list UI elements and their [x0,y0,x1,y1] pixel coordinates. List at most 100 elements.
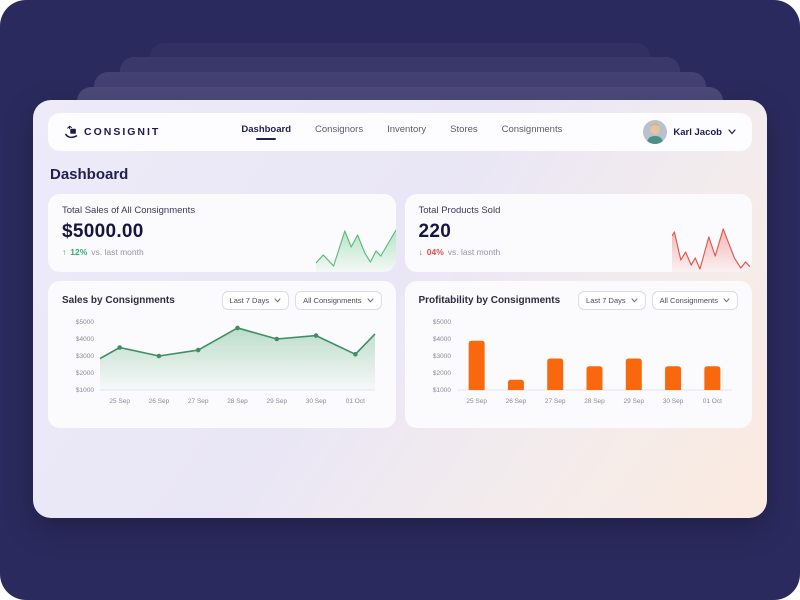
chart-header: Sales by Consignments Last 7 Days All Co… [62,291,382,310]
data-point-marker [195,347,201,353]
y-axis-tick: $1000 [76,387,94,394]
scope-select[interactable]: All Consignments [295,291,382,310]
nav-item-dashboard[interactable]: Dashboard [241,124,291,140]
profitability-chart-card: Profitability by Consignments Last 7 Day… [404,281,752,428]
data-point-marker [274,336,280,342]
bar-series-bar [625,358,642,390]
sparkline-area [315,230,396,272]
data-point-marker [117,345,122,350]
delta-percent: 12% [70,247,88,257]
x-axis-tick: 30 Sep [306,398,327,405]
trend-sparkline-up [315,229,396,272]
main-nav: Dashboard Consignors Inventory Stores Co… [241,124,562,140]
y-axis-tick: $4000 [76,336,94,343]
data-point-marker [353,352,358,357]
sparkline-line [315,229,396,267]
y-axis-tick: $3000 [76,353,94,360]
user-menu[interactable]: Karl Jacob [643,120,736,144]
chart-filters: Last 7 Days All Consignments [221,291,382,310]
chart-title: Sales by Consignments [62,295,175,306]
dashboard-window: CONSIGNIT Dashboard Consignors Inventory… [33,100,767,518]
bar-series-bar [468,340,485,390]
bar-series-bar [703,366,720,390]
x-axis-tick: 29 Sep [623,398,644,405]
stats-row: Total Sales of All Consignments $5000.00… [48,194,752,272]
nav-item-inventory[interactable]: Inventory [387,124,427,135]
brand-logo: CONSIGNIT [64,125,160,140]
user-name: Karl Jacob [673,126,722,138]
period-select[interactable]: Last 7 Days [578,291,646,310]
line-area-fill [100,327,375,390]
stat-delta: ↓ 04% vs. last month [419,247,739,257]
bar-series-bar [586,366,602,390]
chevron-down-icon [728,129,736,135]
x-axis-tick: 01 Oct [702,398,721,405]
delta-percent: 04% [426,247,444,257]
data-point-marker [313,333,319,338]
stat-delta: ↑ 12% vs. last month [62,247,382,257]
x-axis-tick: 25 Sep [466,398,487,405]
y-axis-tick: $4000 [432,336,450,343]
data-point-marker [235,325,240,331]
stat-value: 220 [418,221,452,242]
bar-series-bar [664,366,681,390]
sales-chart-card: Sales by Consignments Last 7 Days All Co… [48,281,396,428]
arrow-up-icon: ↑ [62,247,67,257]
delta-note: vs. last month [91,247,144,257]
scope-select-value: All Consignments [303,296,362,305]
y-axis-tick: $5000 [432,319,450,326]
x-axis-tick: 29 Sep [266,398,287,405]
x-axis-tick: 28 Sep [584,398,605,405]
x-axis-tick: 01 Oct [346,398,365,405]
profitability-bar-chart: $5000 $4000 $3000 $2000 $1000 25 Sep 26 Sep 27 … [432,319,732,405]
delta-note: vs. last month [447,247,501,257]
avatar [643,120,668,144]
chart-title: Profitability by Consignments [418,295,561,306]
x-axis-tick: 26 Sep [149,398,170,405]
scope-select[interactable]: All Consignments [651,291,738,310]
period-select-value: Last 7 Days [229,296,270,305]
nav-item-consignors[interactable]: Consignors [315,124,364,135]
chevron-down-icon [274,298,281,303]
chart-body: $5000 $4000 $3000 $2000 $1000 25 Sep 26 Sep 27 … [419,314,739,421]
stat-card-total-sales: Total Sales of All Consignments $5000.00… [48,194,396,272]
period-select-value: Last 7 Days [586,296,626,305]
y-axis-tick: $5000 [76,319,94,326]
data-point-marker [156,353,162,359]
brand-name: CONSIGNIT [84,126,161,138]
stat-value: $5000.00 [62,221,144,242]
page-title: Dashboard [50,166,129,183]
trend-sparkline-down [672,228,752,272]
y-axis-tick: $3000 [432,353,450,360]
x-axis-tick: 27 Sep [544,398,565,405]
bar-series-bar [507,379,524,390]
bar-series-bar [546,358,563,390]
chart-filters: Last 7 Days All Consignments [578,291,738,310]
stat-card-products-sold: Total Products Sold 220 ↓ 04% vs. last m… [404,194,752,272]
chart-header: Profitability by Consignments Last 7 Day… [418,291,738,310]
nav-item-stores[interactable]: Stores [450,124,478,135]
x-axis-tick: 28 Sep [227,398,248,405]
y-axis-tick: $2000 [432,370,450,377]
x-axis-tick: 30 Sep [662,398,683,405]
y-axis-tick: $1000 [432,387,450,394]
brand-logo-icon [65,125,78,138]
scope-select-value: All Consignments [659,296,718,305]
nav-item-consignments[interactable]: Consignments [501,124,563,135]
chevron-down-icon [367,298,373,303]
sales-line-chart: $5000 $4000 $3000 $2000 $1000 25 Sep 26 Sep 27 … [76,319,376,405]
x-axis-tick: 27 Sep [188,398,209,405]
sparkline-area [672,229,752,272]
period-select[interactable]: Last 7 Days [221,291,290,310]
stat-title: Total Products Sold [418,205,501,216]
chart-body: $5000 $4000 $3000 $2000 $1000 25 Sep 26 Sep 27 … [62,314,382,421]
charts-row: Sales by Consignments Last 7 Days All Co… [48,281,752,428]
stat-title: Total Sales of All Consignments [62,205,196,216]
chevron-down-icon [723,298,730,303]
top-navigation-bar: CONSIGNIT Dashboard Consignors Inventory… [48,113,752,151]
x-axis-tick: 26 Sep [505,398,526,405]
x-axis-tick: 25 Sep [109,398,130,405]
arrow-down-icon: ↓ [418,247,423,257]
sparkline-line [672,228,752,270]
